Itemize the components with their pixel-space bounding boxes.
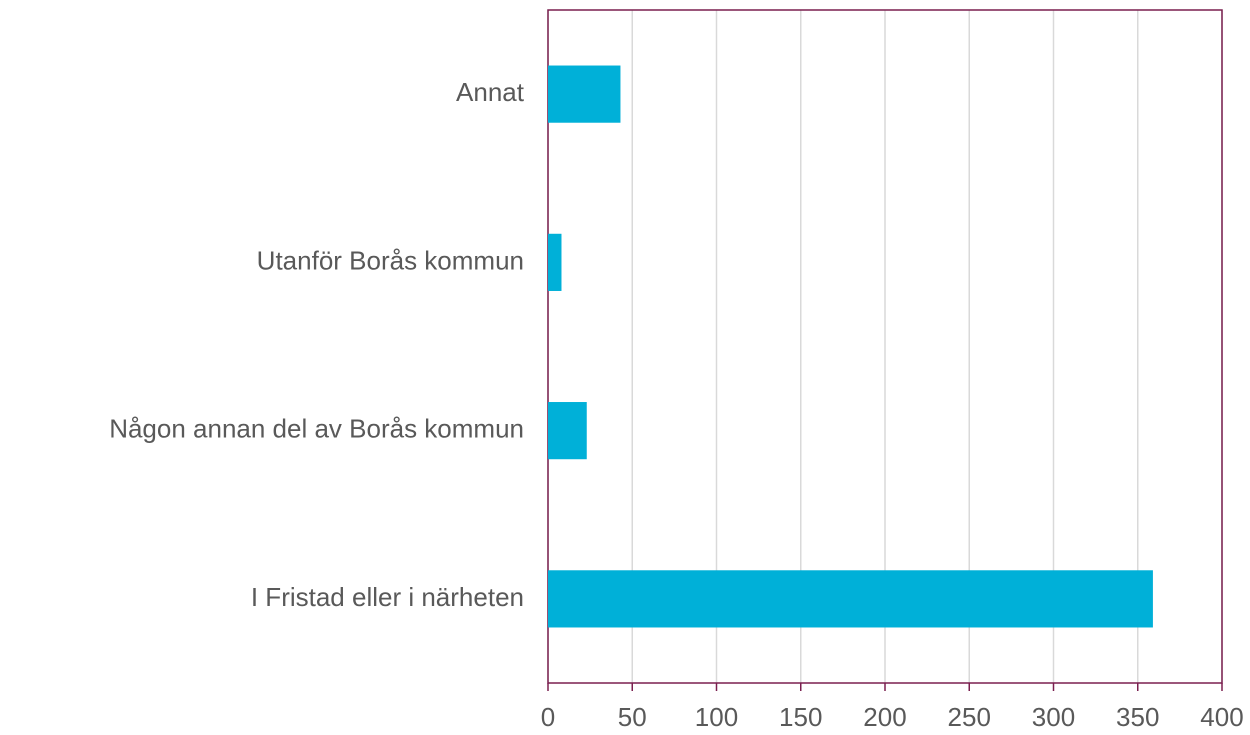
x-tick-label: 200	[863, 702, 906, 730]
x-tick-label: 300	[1032, 702, 1075, 730]
plot-frame	[547, 9, 1223, 684]
x-tick-label: 0	[541, 702, 555, 730]
x-tick-label: 350	[1116, 702, 1159, 730]
y-tick-label: Annat	[456, 77, 525, 107]
bar	[548, 402, 587, 460]
bar	[548, 570, 1153, 628]
x-tick-label: 400	[1200, 702, 1243, 730]
y-tick-label: Utanför Borås kommun	[257, 245, 524, 275]
bar	[548, 233, 562, 291]
x-tick-label: 50	[618, 702, 647, 730]
bar	[548, 65, 621, 123]
y-tick-label: I Fristad eller i närheten	[251, 582, 524, 612]
x-tick-label: 150	[779, 702, 822, 730]
x-tick-label: 250	[948, 702, 991, 730]
x-tick-label: 100	[695, 702, 738, 730]
y-tick-label: Någon annan del av Borås kommun	[109, 414, 524, 444]
